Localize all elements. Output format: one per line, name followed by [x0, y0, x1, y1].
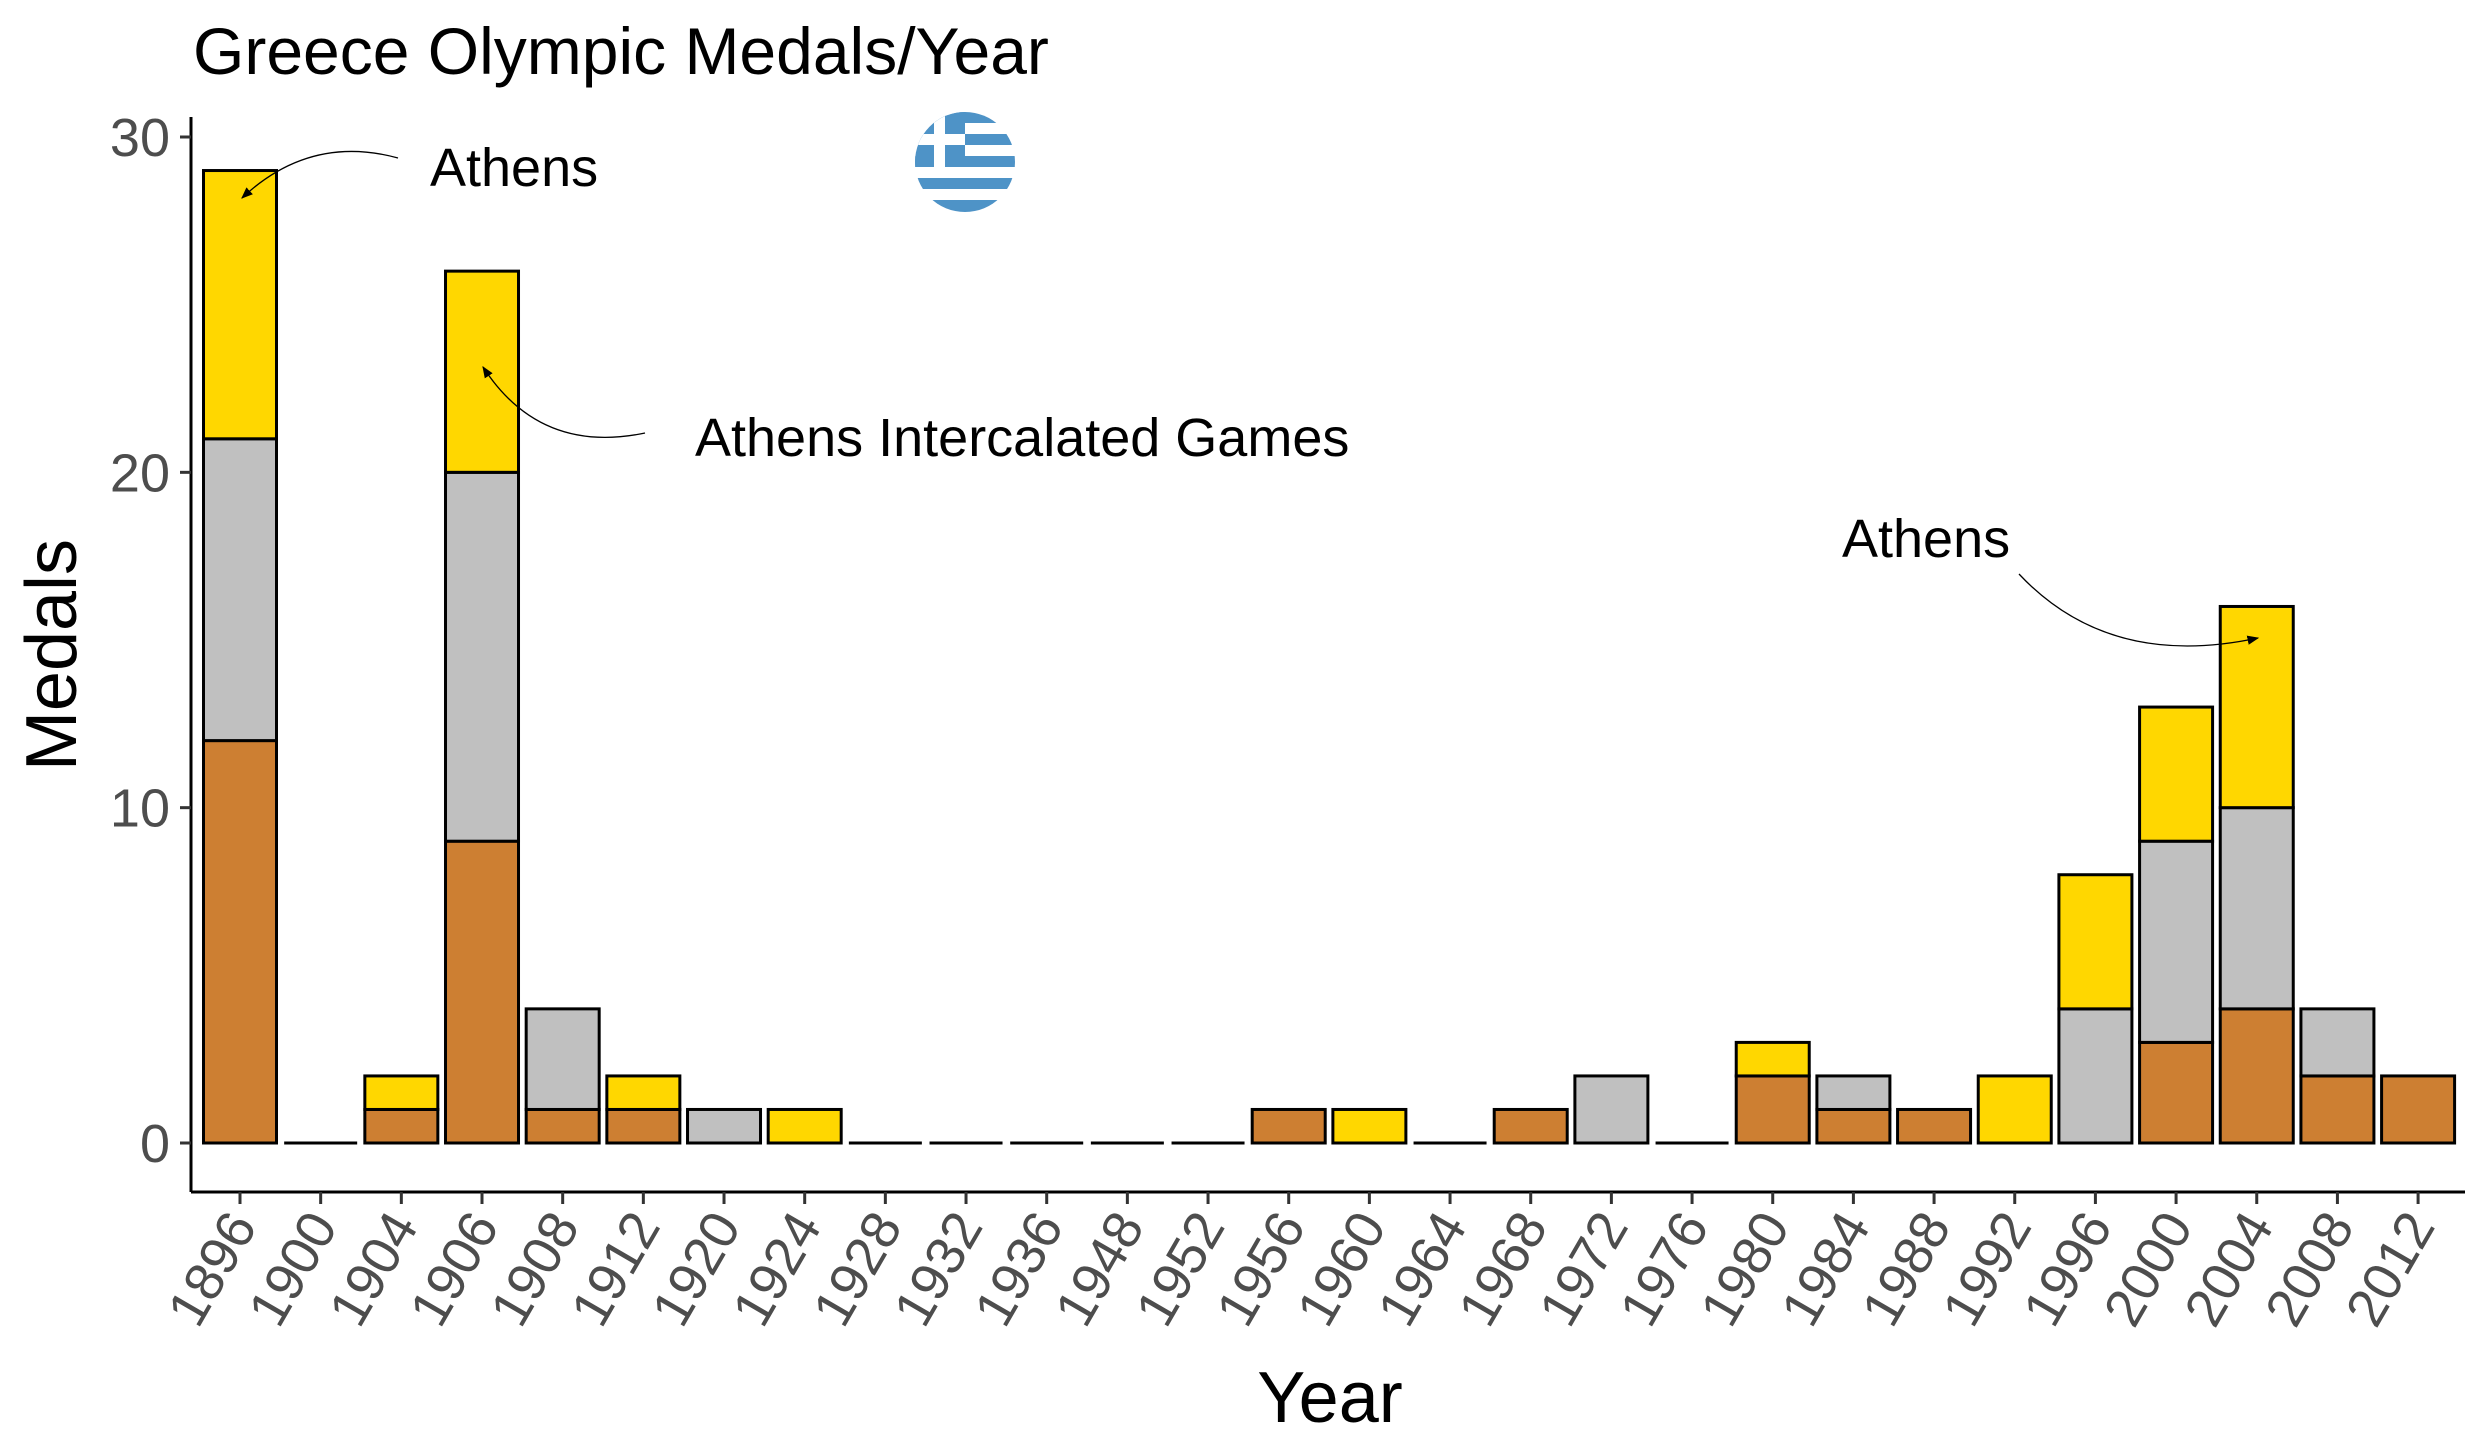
- x-tick-label: 1948: [1044, 1202, 1156, 1336]
- annotation-label: Athens: [1842, 509, 2010, 569]
- annotation-athens-intercalated-1906: Athens Intercalated Games: [482, 366, 1349, 468]
- y-tick-label: 30: [110, 108, 170, 168]
- bar-segment: [2218, 604, 2295, 810]
- x-tick-label: 1976: [1608, 1202, 1720, 1336]
- y-tick-label: 20: [110, 443, 170, 503]
- bar-segment: [1896, 1107, 1973, 1145]
- x-tick-label: 1972: [1528, 1202, 1640, 1336]
- bar-segment: [1815, 1074, 1892, 1111]
- x-tick-label: 1920: [640, 1202, 752, 1336]
- x-tick-label: 1956: [1205, 1202, 1317, 1336]
- y-ticks: 0 10 20 30: [110, 108, 191, 1174]
- x-tick-label: 1980: [1689, 1202, 1801, 1336]
- x-tick-label: 1904: [318, 1202, 430, 1336]
- bar-segment: [2057, 873, 2134, 1011]
- annotation-label: Athens: [430, 138, 598, 198]
- bar-segment: [444, 470, 521, 843]
- annotation-arrow: [241, 150, 399, 199]
- annotation-arrow: [482, 366, 646, 439]
- bar-segment: [766, 1107, 843, 1145]
- bar-segment: [2138, 1040, 2215, 1145]
- y-axis-title: Medals: [12, 539, 92, 771]
- bar-segment: [2299, 1007, 2376, 1078]
- x-tick-label: 1896: [156, 1202, 268, 1336]
- x-tick-label: 2000: [2092, 1202, 2204, 1336]
- bar-segment: [1976, 1074, 2053, 1145]
- x-tick-label: 1952: [1124, 1202, 1236, 1336]
- y-tick-label: 10: [110, 779, 170, 839]
- annotation-athens-1896: Athens: [241, 138, 598, 199]
- chart-title: Greece Olympic Medals/Year: [193, 14, 1049, 88]
- bar-segment: [524, 1107, 601, 1145]
- x-tick-label: 2004: [2173, 1202, 2285, 1336]
- bar-segment: [605, 1074, 682, 1111]
- x-axis-title: Year: [1257, 1358, 1402, 1438]
- bar-segment: [2299, 1074, 2376, 1145]
- bar-segment: [2218, 806, 2295, 1011]
- x-tick-label: 1968: [1447, 1202, 1559, 1336]
- greece-flag-icon: [915, 112, 1015, 212]
- bar-segment: [1331, 1107, 1408, 1145]
- bar-segment: [2138, 839, 2215, 1044]
- x-tick-label: 1984: [1770, 1202, 1882, 1336]
- bars-layer: [202, 169, 2457, 1145]
- bar-segment: [202, 169, 278, 441]
- annotation-arrow: [2018, 573, 2260, 647]
- bar-segment: [1573, 1074, 1650, 1145]
- bar-segment: [1734, 1040, 1811, 1078]
- bar-segment: [1815, 1107, 1892, 1145]
- bar-segment: [202, 739, 278, 1145]
- x-tick-label: 2008: [2254, 1202, 2366, 1336]
- bar-segment: [2138, 705, 2215, 843]
- x-tick-label: 1908: [479, 1202, 591, 1336]
- x-tick-label: 1960: [1286, 1202, 1398, 1336]
- bar-segment: [686, 1107, 763, 1145]
- bar-segment: [363, 1074, 440, 1111]
- bar-segment: [2218, 1007, 2295, 1145]
- bar-segment: [444, 839, 521, 1145]
- x-tick-label: 1996: [2012, 1202, 2124, 1336]
- bar-segment: [444, 269, 521, 474]
- y-tick-label: 0: [140, 1114, 170, 1174]
- bar-segment: [524, 1007, 601, 1111]
- x-tick-label: 1928: [802, 1202, 914, 1336]
- bar-segment: [2057, 1007, 2134, 1145]
- x-tick-label: 1936: [963, 1202, 1075, 1336]
- x-tick-label: 1988: [1850, 1202, 1962, 1336]
- x-tick-label: 1932: [882, 1202, 994, 1336]
- bar-segment: [2380, 1074, 2457, 1145]
- x-tick-label: 1900: [237, 1202, 349, 1336]
- x-tick-label: 1924: [721, 1202, 833, 1336]
- bar-segment: [1250, 1107, 1327, 1145]
- bar-segment: [1492, 1107, 1569, 1145]
- bar-segment: [363, 1107, 440, 1145]
- x-ticks: 1896190019041906190819121920192419281932…: [156, 1192, 2446, 1336]
- bar-segment: [605, 1107, 682, 1145]
- x-tick-label: 1992: [1931, 1202, 2043, 1336]
- x-tick-label: 1964: [1366, 1202, 1478, 1336]
- annotation-athens-2004: Athens: [1842, 509, 2260, 647]
- bar-segment: [202, 437, 278, 743]
- x-tick-label: 1906: [398, 1202, 510, 1336]
- bar-segment: [1734, 1074, 1811, 1145]
- annotation-label: Athens Intercalated Games: [695, 408, 1349, 468]
- x-tick-label: 2012: [2334, 1202, 2446, 1336]
- x-tick-label: 1912: [560, 1202, 672, 1336]
